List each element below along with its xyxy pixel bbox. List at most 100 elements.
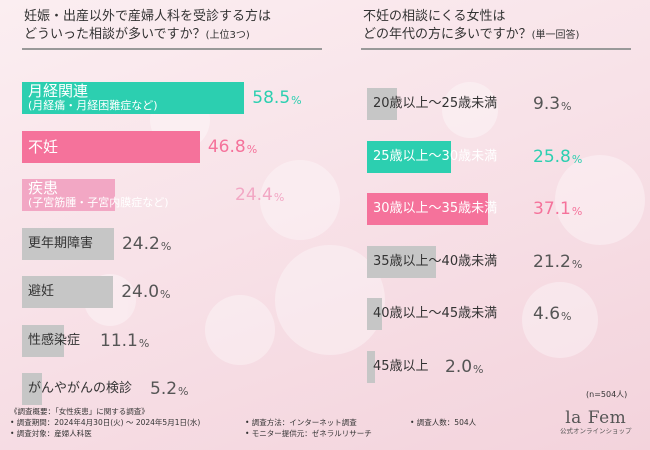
footer-monitor: • モニター提供元：ゼネラルリサーチ bbox=[245, 429, 372, 438]
bar-label-main: がんやがんの検診 bbox=[28, 381, 133, 396]
bar bbox=[22, 179, 115, 211]
right-chart-title: 不妊の相談にくる女性は どの年代の方に多いですか？(単一回答) bbox=[363, 8, 579, 45]
footer-method: • 調査方法：インターネット調査 bbox=[245, 418, 357, 427]
bar-row: 月経関連 (月経痛・月経困難症など) 58.5% bbox=[22, 82, 356, 114]
bar-value-number: 46.8 bbox=[207, 136, 246, 157]
bar-value-unit: % bbox=[473, 362, 484, 376]
bar bbox=[367, 88, 398, 120]
left-title-divider bbox=[22, 48, 322, 50]
bar-row: 35歳以上～40歳未満 21.2% bbox=[367, 245, 627, 278]
bar-value-unit: % bbox=[273, 191, 285, 204]
bar-value-unit: % bbox=[571, 205, 583, 218]
bar-row: 避妊 24.0% bbox=[22, 276, 356, 308]
bar bbox=[367, 140, 452, 173]
bar-label-main: 25歳以上～30歳未満 bbox=[373, 148, 498, 164]
bar-label: 45歳以上 bbox=[373, 351, 429, 383]
left-title-line2: どういった相談が多いですか？ bbox=[24, 27, 206, 42]
bar-label: 避妊 bbox=[28, 276, 54, 308]
right-title-line2: どの年代の方に多いですか？ bbox=[363, 27, 532, 42]
bar-value: 25.8% bbox=[533, 141, 582, 173]
bar-value: 4.6% bbox=[533, 298, 572, 330]
logo-sub: 公式オンラインショップ bbox=[560, 427, 632, 435]
bar-label-main: 月経関連 bbox=[28, 82, 89, 100]
bar-value-unit: % bbox=[291, 94, 302, 107]
bar-label-main: 20歳以上～25歳未満 bbox=[373, 96, 498, 111]
bar-label: 性感染症 bbox=[28, 325, 80, 357]
bar-value-number: 24.0 bbox=[121, 282, 160, 302]
bar-row: 45歳以上 2.0% bbox=[367, 350, 627, 383]
bar bbox=[367, 245, 437, 278]
bar-label: 35歳以上～40歳未満 bbox=[373, 246, 497, 278]
right-title-sub: (単一回答) bbox=[531, 30, 580, 41]
bar-value: 11.1% bbox=[100, 325, 149, 357]
bar bbox=[22, 130, 200, 163]
bar-value-number: 25.8 bbox=[533, 146, 571, 167]
bar-value: 24.4% bbox=[235, 179, 284, 211]
bar-label: 30歳以上～35歳未満 bbox=[373, 193, 497, 225]
bar-value-unit: % bbox=[571, 152, 583, 166]
bar-value-number: 58.5 bbox=[252, 88, 291, 108]
bar bbox=[367, 298, 382, 330]
bar-value-number: 21.2 bbox=[533, 251, 571, 272]
bar-value: 21.2% bbox=[533, 246, 582, 278]
bar-label-main: 疾患 bbox=[28, 179, 59, 197]
bar bbox=[22, 276, 114, 308]
bar-row: 30歳以上～35歳未満 37.1% bbox=[367, 193, 627, 225]
left-title-line1: 妊娠・出産以外で産婦人科を受診する方は bbox=[24, 9, 272, 24]
bar-value-number: 2.0 bbox=[445, 356, 473, 377]
bar-row: 25歳以上～30歳未満 25.8% bbox=[367, 140, 627, 173]
bar-value: 2.0% bbox=[445, 351, 484, 383]
footer-target: • 調査対象：産婦人科医 bbox=[10, 429, 92, 438]
bar-label-main: 更年期障害 bbox=[28, 235, 94, 251]
bar-value-number: 11.1 bbox=[100, 330, 138, 351]
bar-value: 24.0% bbox=[121, 276, 170, 308]
footer-summary: 《調査概要：「女性疾患」に関する調査》 bbox=[10, 407, 149, 416]
bar-label: 40歳以上～45歳未満 bbox=[373, 298, 497, 330]
bar-value-unit: % bbox=[561, 100, 572, 113]
bar bbox=[367, 350, 375, 383]
bar-row: 20歳以上～25歳未満 9.3% bbox=[367, 88, 627, 120]
bar-label-note: (月経痛・月経困難症など) bbox=[28, 99, 158, 112]
bar-row: 40歳以上～45歳未満 4.6% bbox=[367, 298, 627, 330]
bar-value-unit: % bbox=[571, 257, 583, 271]
bar-value: 46.8% bbox=[208, 131, 257, 163]
bar-row: がんやがんの検診 5.2% bbox=[22, 373, 356, 405]
bar-label: 更年期障害 bbox=[28, 228, 93, 260]
bar-value-unit: % bbox=[561, 310, 572, 323]
bar bbox=[367, 193, 488, 225]
bar-value: 37.1% bbox=[533, 193, 582, 225]
bar-row: 性感染症 11.1% bbox=[22, 324, 356, 357]
footer-count: • 調査人数：504人 bbox=[410, 418, 477, 427]
bar-value-number: 37.1 bbox=[533, 199, 571, 219]
lafem-logo: la Fem 公式オンラインショップ bbox=[560, 409, 632, 436]
bar-label-main: 避妊 bbox=[28, 284, 55, 299]
bar-label: 月経関連 (月経痛・月経困難症など) bbox=[28, 82, 158, 114]
bar-value-unit: % bbox=[138, 336, 150, 350]
bar bbox=[22, 324, 65, 357]
bar-label-main: 35歳以上～40歳未満 bbox=[373, 253, 498, 269]
bar-value: 9.3% bbox=[533, 88, 572, 120]
sample-size-note: (n=504人) bbox=[586, 390, 628, 399]
bar-value-unit: % bbox=[178, 385, 189, 398]
bar-value-number: 24.4 bbox=[235, 185, 273, 205]
bar-label: 不妊 bbox=[28, 131, 58, 163]
bar-label-note: (子宮筋腫・子宮内膜症など) bbox=[28, 196, 169, 209]
bar bbox=[22, 82, 245, 114]
bar bbox=[22, 373, 42, 405]
bar-label: 疾患 (子宮筋腫・子宮内膜症など) bbox=[28, 179, 169, 211]
right-title-line1: 不妊の相談にくる女性は bbox=[363, 9, 506, 24]
bar-value-number: 4.6 bbox=[533, 304, 561, 324]
bar-label-main: 30歳以上～35歳未満 bbox=[373, 201, 498, 216]
bar-row: 更年期障害 24.2% bbox=[22, 227, 356, 260]
bar-row: 不妊 46.8% bbox=[22, 130, 356, 163]
bar-label-main: 45歳以上 bbox=[373, 358, 429, 374]
bar-value-unit: % bbox=[160, 288, 171, 301]
bar-value-number: 9.3 bbox=[533, 94, 561, 114]
bar-label-main: 性感染症 bbox=[28, 332, 81, 348]
bar-row: 疾患 (子宮筋腫・子宮内膜症など) 24.4% bbox=[22, 179, 356, 211]
bar-value-unit: % bbox=[246, 142, 258, 156]
left-title-sub: (上位3つ) bbox=[205, 30, 250, 41]
logo-name: la Fem bbox=[565, 408, 627, 428]
bar-label: 20歳以上～25歳未満 bbox=[373, 88, 497, 120]
bar-label: 25歳以上～30歳未満 bbox=[373, 141, 497, 173]
